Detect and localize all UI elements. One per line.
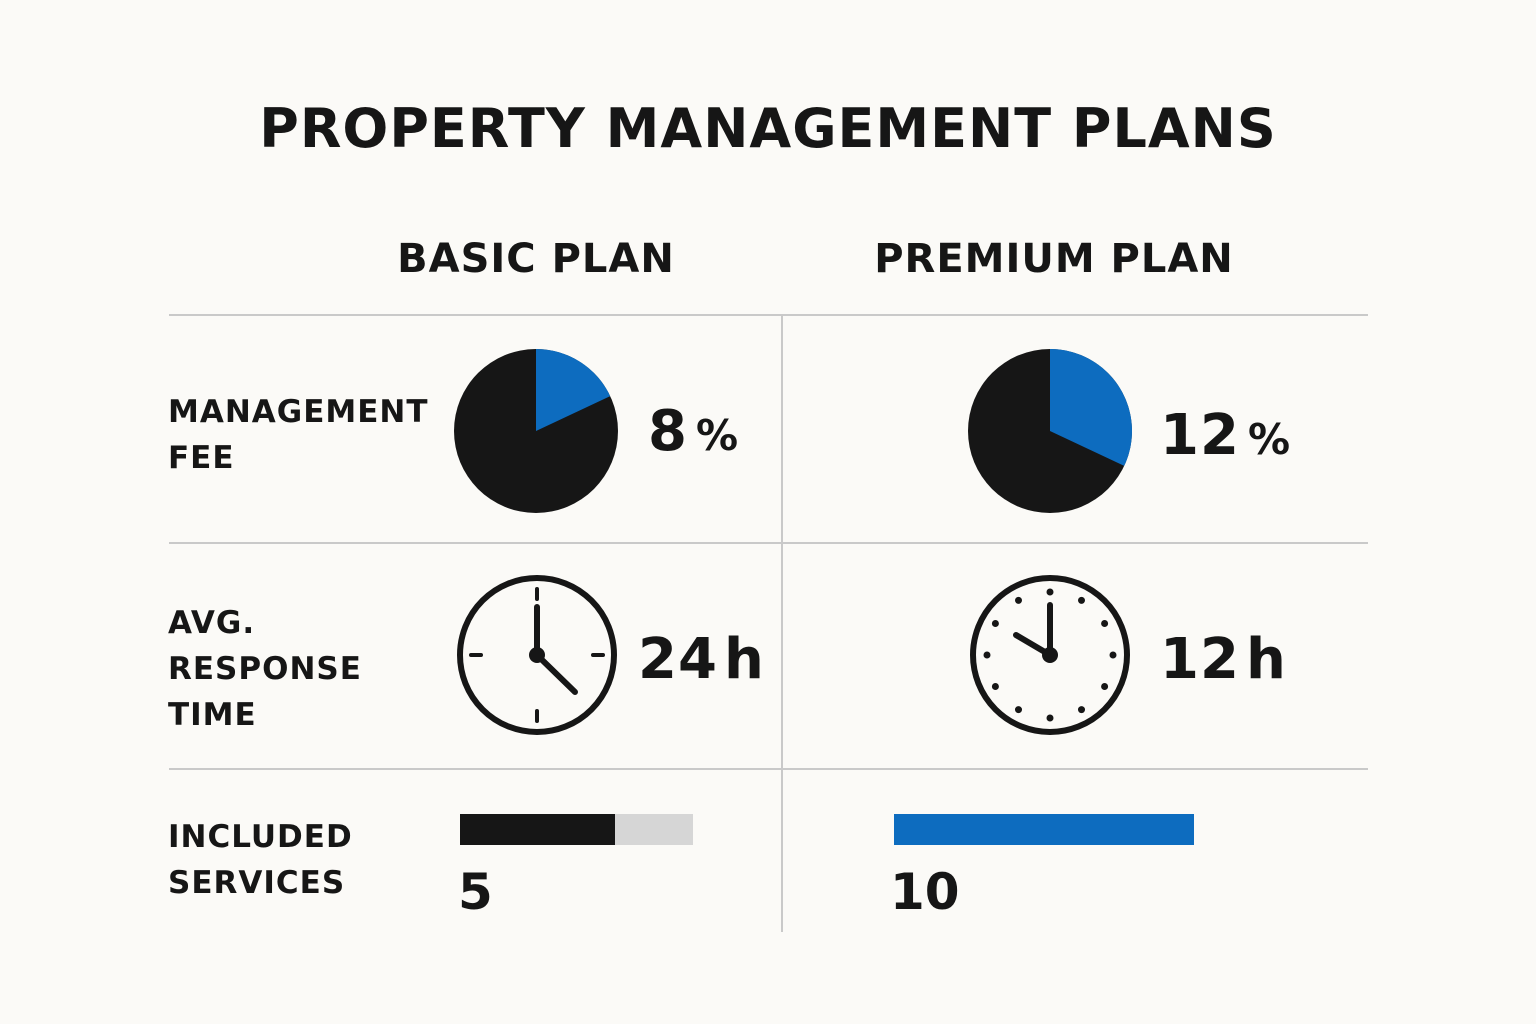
management-fee-value-premium: 12% [1160, 404, 1290, 472]
value-number: 12 [1160, 627, 1240, 692]
response-time-value-basic: 24 h [638, 628, 764, 692]
row-label-line: AVG. [168, 605, 256, 641]
page-title: PROPERTY MANAGEMENT PLANS [259, 97, 1277, 160]
divider-row-2 [169, 768, 1368, 770]
services-bar-basic [460, 814, 693, 845]
divider-column [781, 316, 783, 932]
value-number: 12 [1160, 403, 1240, 468]
value-number: 24 [638, 627, 718, 692]
services-count-premium: 10 [890, 863, 960, 921]
row-label-line: SERVICES [168, 865, 346, 901]
row-label-line: TIME [168, 697, 257, 733]
divider-top [169, 314, 1368, 316]
row-label-line: RESPONSE [168, 651, 362, 687]
pie-slice-fee [536, 349, 611, 431]
services-count-basic: 5 [458, 863, 493, 921]
divider-row-1 [169, 542, 1368, 544]
row-label-management-fee: MANAGEMENT FEE [168, 389, 429, 481]
plan-header-premium: PREMIUM PLAN [874, 236, 1234, 282]
value-unit: h [1245, 627, 1286, 692]
row-label-line: MANAGEMENT [168, 394, 429, 430]
row-label-line: FEE [168, 440, 235, 476]
value-unit: % [695, 411, 739, 460]
value-unit: h [723, 627, 764, 692]
services-bar-fill [894, 814, 1194, 845]
services-bar-fill [460, 814, 616, 845]
management-fee-pie-basic [454, 349, 618, 513]
row-label-line: INCLUDED [168, 819, 353, 855]
clock-icon [457, 575, 617, 735]
clock-icon [970, 575, 1130, 735]
services-bar-premium [894, 814, 1194, 845]
management-fee-pie-premium [968, 349, 1133, 513]
response-time-value-premium: 12 h [1160, 628, 1286, 692]
row-label-response-time: AVG. RESPONSE TIME [168, 600, 362, 738]
row-label-included-services: INCLUDED SERVICES [168, 814, 353, 906]
pie-slice-fee [1050, 349, 1133, 466]
plan-header-basic: BASIC PLAN [397, 236, 675, 282]
value-unit: % [1247, 415, 1291, 464]
value-number: 8 [648, 399, 688, 464]
management-fee-value-basic: 8% [648, 400, 738, 468]
